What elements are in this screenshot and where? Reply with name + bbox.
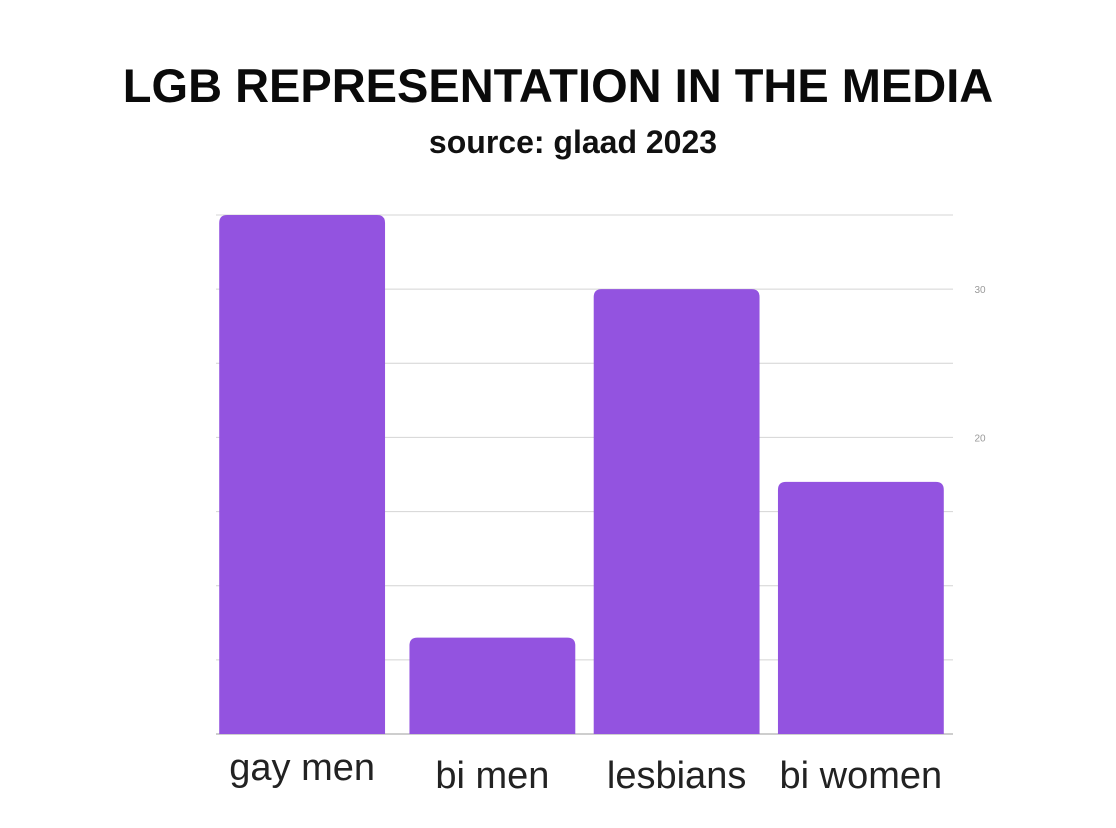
bar-bi-men	[409, 637, 576, 734]
category-label: lesbians	[607, 755, 746, 797]
category-label: bi women	[780, 755, 943, 797]
chart-title: LGB REPRESENTATION IN THE MEDIA	[122, 59, 994, 112]
bar-lesbians	[593, 289, 760, 734]
chart-subtitle: source: glaad 2023	[428, 124, 718, 160]
bar-bi-women	[777, 481, 944, 734]
y-tick-label: 20	[974, 433, 986, 444]
category-label: bi men	[435, 755, 549, 797]
bars	[219, 215, 944, 734]
category-labels: gay men bi men lesbians bi women	[229, 747, 942, 797]
bar-gay-men	[219, 215, 386, 734]
category-label: gay men	[229, 747, 375, 789]
y-tick-label: 30	[974, 285, 986, 296]
